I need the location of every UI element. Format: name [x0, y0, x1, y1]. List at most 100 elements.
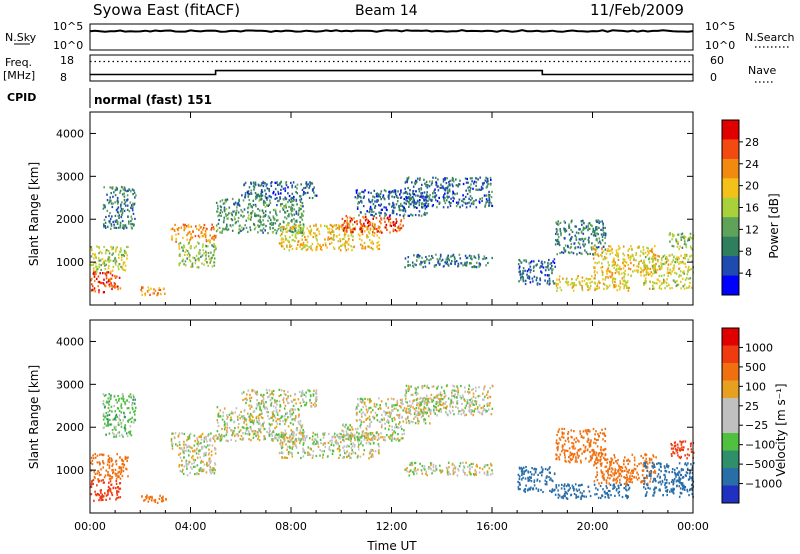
power-cell [299, 221, 301, 224]
velocity-cell [103, 476, 106, 479]
power-cell [553, 258, 556, 261]
power-cell [299, 231, 302, 235]
velocity-cell [272, 413, 274, 416]
power-cell [535, 276, 538, 279]
power-cell [103, 225, 105, 229]
power-cell [338, 228, 340, 231]
power-cell [609, 253, 612, 256]
power-cell [532, 269, 535, 272]
power-cell [420, 193, 423, 196]
power-cell [150, 287, 152, 290]
velocity-cell [378, 397, 380, 400]
power-cell [407, 260, 409, 263]
power-cell [292, 228, 294, 231]
nave-tick-bottom: 0 [710, 71, 717, 84]
power-cell [301, 248, 303, 251]
power-cell [190, 236, 192, 239]
power-cell [304, 192, 307, 195]
velocity-cell [271, 392, 273, 395]
velocity-cell [413, 413, 416, 416]
velocity-cell [340, 433, 342, 436]
power-cell [616, 267, 618, 271]
power-cell [658, 287, 661, 290]
power-cell [370, 213, 372, 216]
power-cell [601, 251, 603, 254]
power-cell [645, 281, 647, 284]
velocity-cell [223, 428, 226, 431]
power-cell [522, 277, 524, 281]
power-cell [292, 231, 295, 234]
power-cell [262, 219, 264, 222]
power-cell [278, 199, 280, 202]
power-cell [666, 271, 669, 274]
velocity-cell [107, 418, 109, 421]
power-cell [615, 285, 617, 288]
power-cell [596, 239, 598, 242]
velocity-cell [341, 429, 344, 432]
power-cell [450, 255, 452, 258]
power-cell [329, 223, 332, 226]
velocity-cell [243, 421, 245, 424]
power-cell [653, 253, 655, 256]
power-cell [296, 183, 299, 186]
power-cell [396, 230, 398, 233]
power-cell [676, 280, 678, 283]
velocity-cell [107, 485, 110, 488]
power-cell [595, 253, 597, 256]
power-cell [95, 268, 98, 271]
power-cell [397, 190, 399, 193]
power-cell [382, 194, 385, 197]
velocity-cell [285, 418, 288, 421]
power-cell [241, 210, 244, 213]
power-cell [344, 225, 347, 228]
power-cell [330, 237, 332, 240]
power-cell [456, 184, 459, 187]
power-cell [440, 259, 443, 262]
velocity-cell [288, 445, 291, 448]
power-cell [402, 224, 404, 227]
power-cell [257, 224, 259, 227]
power-cell [304, 235, 306, 239]
power-cell [301, 214, 303, 217]
velocity-cell [296, 429, 298, 432]
power-cell [607, 261, 609, 264]
power-cell [213, 261, 216, 264]
power-cell [520, 276, 522, 279]
power-cell [285, 238, 288, 241]
power-cell [311, 243, 314, 246]
velocity-cell [143, 499, 145, 502]
velocity-cell [197, 441, 200, 444]
power-cell [98, 289, 100, 292]
power-cell [453, 256, 456, 259]
power-cell [428, 180, 431, 183]
velocity-cell [338, 450, 341, 453]
velocity-cell [452, 394, 454, 397]
velocity-cell [342, 456, 345, 459]
velocity-cell [392, 398, 395, 401]
velocity-cell [350, 456, 352, 460]
power-cell [683, 236, 685, 239]
velocity-cell [109, 488, 112, 491]
velocity-cell [356, 427, 359, 430]
power-cell [419, 263, 421, 266]
power-cell [490, 178, 492, 181]
power-cell [388, 197, 390, 200]
power-cell [225, 208, 228, 211]
power-cell [205, 240, 208, 243]
power-cell [432, 195, 434, 198]
velocity-cell [309, 398, 311, 401]
velocity-cell [96, 492, 99, 496]
power-cell [435, 194, 438, 197]
power-cell [684, 278, 687, 281]
power-cell [531, 260, 533, 263]
power-cell [613, 285, 616, 288]
power-cell [201, 254, 204, 257]
power-cell [279, 210, 281, 213]
velocity-cell [278, 400, 281, 403]
power-cell [687, 239, 689, 242]
power-cell [600, 228, 602, 231]
velocity-cell [433, 409, 435, 412]
power-cell [664, 261, 667, 264]
power-cell [321, 248, 323, 251]
power-cell [257, 214, 260, 217]
